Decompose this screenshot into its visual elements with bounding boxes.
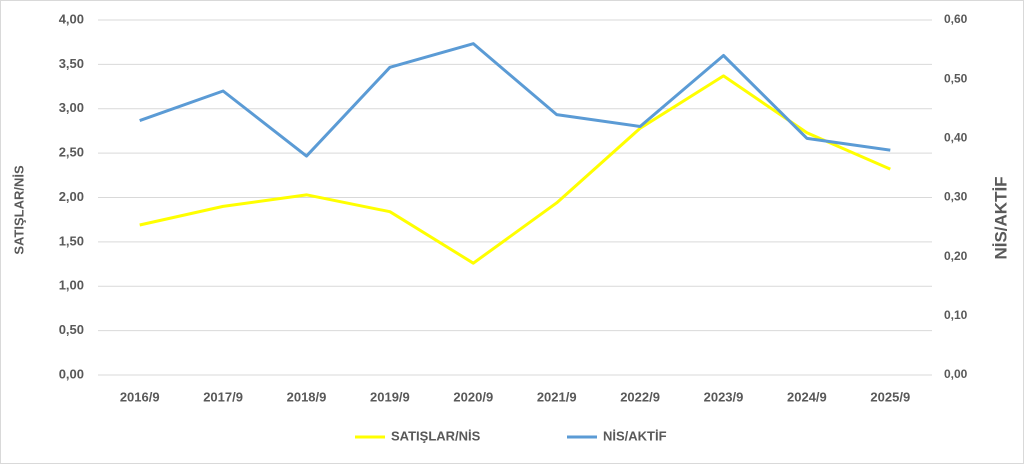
series-line	[139, 74, 891, 265]
y-axis-label: SATIŞLAR/NİS	[11, 165, 26, 255]
x-tick-label: 2024/9	[787, 389, 827, 404]
y-tick-label: 1,00	[59, 278, 84, 293]
x-tick-label: 2019/9	[370, 389, 410, 404]
x-tick-label: 2025/9	[870, 389, 910, 404]
series-line	[139, 42, 891, 158]
y-tick-label: 3,00	[59, 100, 84, 115]
y2-tick-label: 0,10	[944, 308, 968, 322]
y-tick-label: 3,50	[59, 56, 84, 71]
y-tick-label: 1,50	[59, 233, 84, 248]
x-tick-label: 2017/9	[203, 389, 243, 404]
x-tick-label: 2018/9	[287, 389, 327, 404]
x-tick-label: 2021/9	[537, 389, 577, 404]
y2-axis-label: NİS/AKTİF	[991, 176, 1010, 259]
legend-label: NİS/AKTİF	[603, 428, 667, 443]
y-tick-label: 2,00	[59, 189, 84, 204]
y-tick-label: 2,50	[59, 145, 84, 160]
x-tick-label: 2020/9	[453, 389, 493, 404]
y-tick-label: 0,00	[59, 366, 84, 381]
x-tick-label: 2023/9	[704, 389, 744, 404]
y2-tick-label: 0,50	[944, 71, 968, 85]
x-tick-label: 2022/9	[620, 389, 660, 404]
y2-tick-label: 0,60	[944, 12, 968, 26]
x-tick-label: 2016/9	[120, 389, 160, 404]
y-tick-label: 0,50	[59, 322, 84, 337]
legend-label: SATIŞLAR/NİS	[391, 428, 481, 443]
y2-tick-label: 0,20	[944, 249, 968, 263]
y2-tick-label: 0,00	[944, 367, 968, 381]
y-tick-label: 4,00	[59, 11, 84, 26]
y2-tick-label: 0,30	[944, 190, 968, 204]
y2-tick-label: 0,40	[944, 131, 968, 145]
